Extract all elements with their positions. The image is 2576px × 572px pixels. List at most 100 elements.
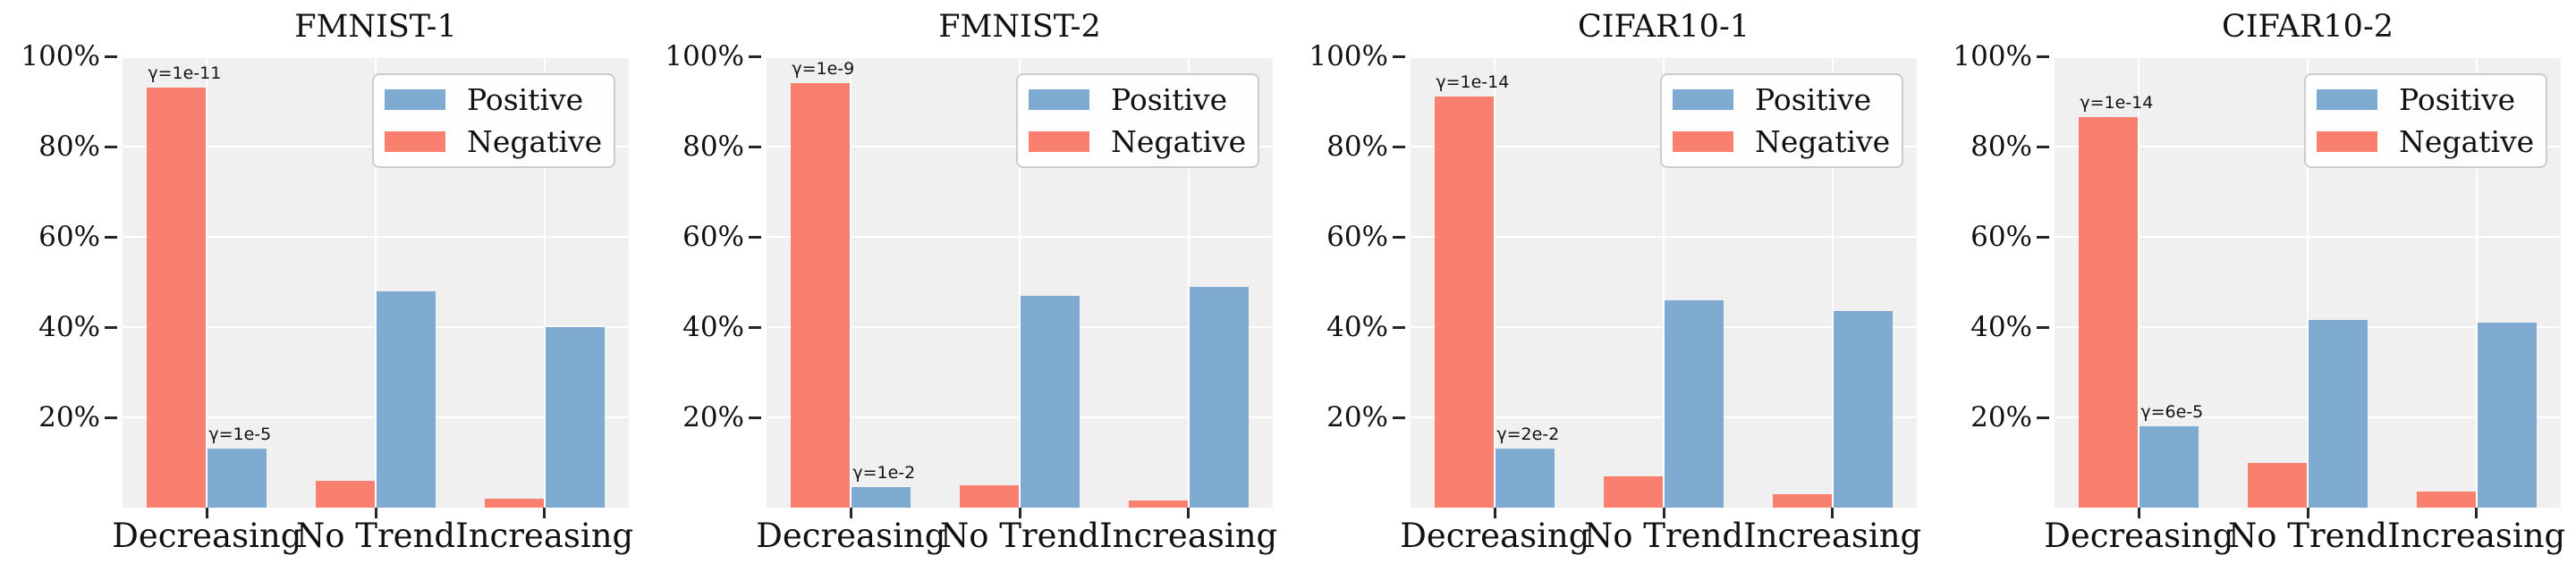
x-tick-label-increasing: Increasing [1743,517,1922,555]
y-tick-mark [1393,416,1405,419]
bar-positive-no-trend [1665,299,1724,508]
y-tick-mark [1393,325,1405,329]
x-tick-label-increasing: Increasing [455,517,634,555]
legend-box: Positive Negative [1660,73,1903,168]
x-tick-mark [374,508,377,518]
legend-box: Positive Negative [372,73,615,168]
y-tick-mark [105,235,117,239]
x-tick-label-no-trend: No Trend [2227,517,2388,555]
bar-positive-decreasing [852,487,911,508]
bar-positive-increasing [545,327,605,508]
y-tick-mark [105,416,117,419]
y-tick-label: 100% [1953,40,2032,72]
y-tick-mark [749,55,761,58]
y-tick-label: 80% [1326,130,1388,163]
bar-negative-no-trend [316,480,375,508]
chart-title: FMNIST-2 [938,9,1101,45]
chart-title: CIFAR10-2 [2221,9,2394,45]
gamma-annotation-negative: γ=1e-11 [148,63,222,84]
x-tick-mark [2475,508,2479,518]
bar-negative-no-trend [1604,475,1663,508]
bar-positive-no-trend [2309,320,2368,508]
bar-negative-decreasing [147,88,207,508]
gridline-vertical [1494,56,1496,508]
legend-swatch-positive [385,89,445,110]
legend-item-negative: Negative [1673,121,1902,163]
legend-label-negative: Negative [1111,124,1247,159]
y-tick-mark [749,145,761,148]
bar-negative-no-trend [960,484,1019,508]
legend-swatch-negative [1673,131,1733,152]
y-tick-label: 40% [1970,311,2032,343]
legend-swatch-negative [1029,131,1089,152]
y-tick-mark [105,325,117,329]
gridline-vertical [2138,56,2140,508]
chart-title: CIFAR10-1 [1577,9,1750,45]
legend-swatch-positive [2317,89,2377,110]
gamma-annotation-negative: γ=1e-9 [792,59,855,80]
legend-label-negative: Negative [2399,124,2535,159]
legend-item-negative: Negative [385,121,614,163]
x-tick-mark [205,508,208,518]
y-tick-mark [749,235,761,239]
x-tick-label-no-trend: No Trend [939,517,1100,555]
y-tick-label: 60% [38,221,100,253]
gridline-vertical [2307,56,2309,508]
y-tick-mark [105,55,117,58]
bar-negative-increasing [2416,492,2476,508]
bar-positive-increasing [1189,286,1249,508]
bar-positive-decreasing [208,449,267,508]
gridline-vertical [1019,56,1021,508]
x-tick-label-decreasing: Decreasing [1400,517,1590,555]
bar-negative-no-trend [2248,462,2307,508]
legend-item-positive: Positive [2317,79,2546,121]
legend-item-negative: Negative [1029,121,1258,163]
x-tick-mark [1831,508,1835,518]
gamma-annotation-positive: γ=1e-5 [208,425,272,445]
y-tick-mark [105,145,117,148]
y-tick-mark [2037,55,2049,58]
legend-label-positive: Positive [2399,82,2516,117]
gridline-vertical [2475,56,2478,508]
legend-swatch-negative [2317,131,2377,152]
chart-title: FMNIST-1 [294,9,457,45]
chart-panel-cifar10-1: CIFAR10-1 γ=1e-14 γ=2e-2 20% 40% 60% 80% 100%… [1288,0,1932,572]
chart-panel-fmnist-1: FMNIST-1 γ=1e-11 γ=1e-5 20% 40% 60% 80% 100% D… [0,0,644,572]
gridline-vertical [1187,56,1190,508]
x-tick-mark [1493,508,1496,518]
y-tick-mark [1393,235,1405,239]
bar-negative-decreasing [791,83,851,508]
bar-positive-increasing [2477,322,2537,508]
y-tick-mark [749,416,761,419]
gamma-annotation-positive: γ=1e-2 [852,463,916,484]
y-tick-mark [2037,145,2049,148]
y-tick-mark [1393,55,1405,58]
legend-label-positive: Positive [467,82,584,117]
y-tick-mark [2037,325,2049,329]
y-tick-mark [2037,416,2049,419]
y-tick-label: 100% [1309,40,1388,72]
y-tick-label: 20% [1326,401,1388,433]
legend-item-positive: Positive [1673,79,1902,121]
y-tick-label: 100% [21,40,100,72]
y-tick-label: 80% [1970,130,2032,163]
legend-box: Positive Negative [2304,73,2547,168]
y-tick-label: 20% [38,401,100,433]
y-tick-label: 60% [682,221,744,253]
legend-swatch-positive [1673,89,1733,110]
legend-swatch-negative [385,131,445,152]
legend-item-positive: Positive [385,79,614,121]
gamma-annotation-negative: γ=1e-14 [1436,72,1510,93]
legend-label-positive: Positive [1111,82,1228,117]
legend-label-negative: Negative [1755,124,1891,159]
y-tick-label: 80% [682,130,744,163]
bar-positive-no-trend [1021,295,1080,508]
gridline-vertical [543,56,546,508]
gridline-vertical [1663,56,1665,508]
y-tick-mark [1393,145,1405,148]
x-tick-mark [2306,508,2309,518]
x-tick-label-decreasing: Decreasing [756,517,946,555]
legend-item-positive: Positive [1029,79,1258,121]
bar-negative-increasing [1128,500,1188,508]
